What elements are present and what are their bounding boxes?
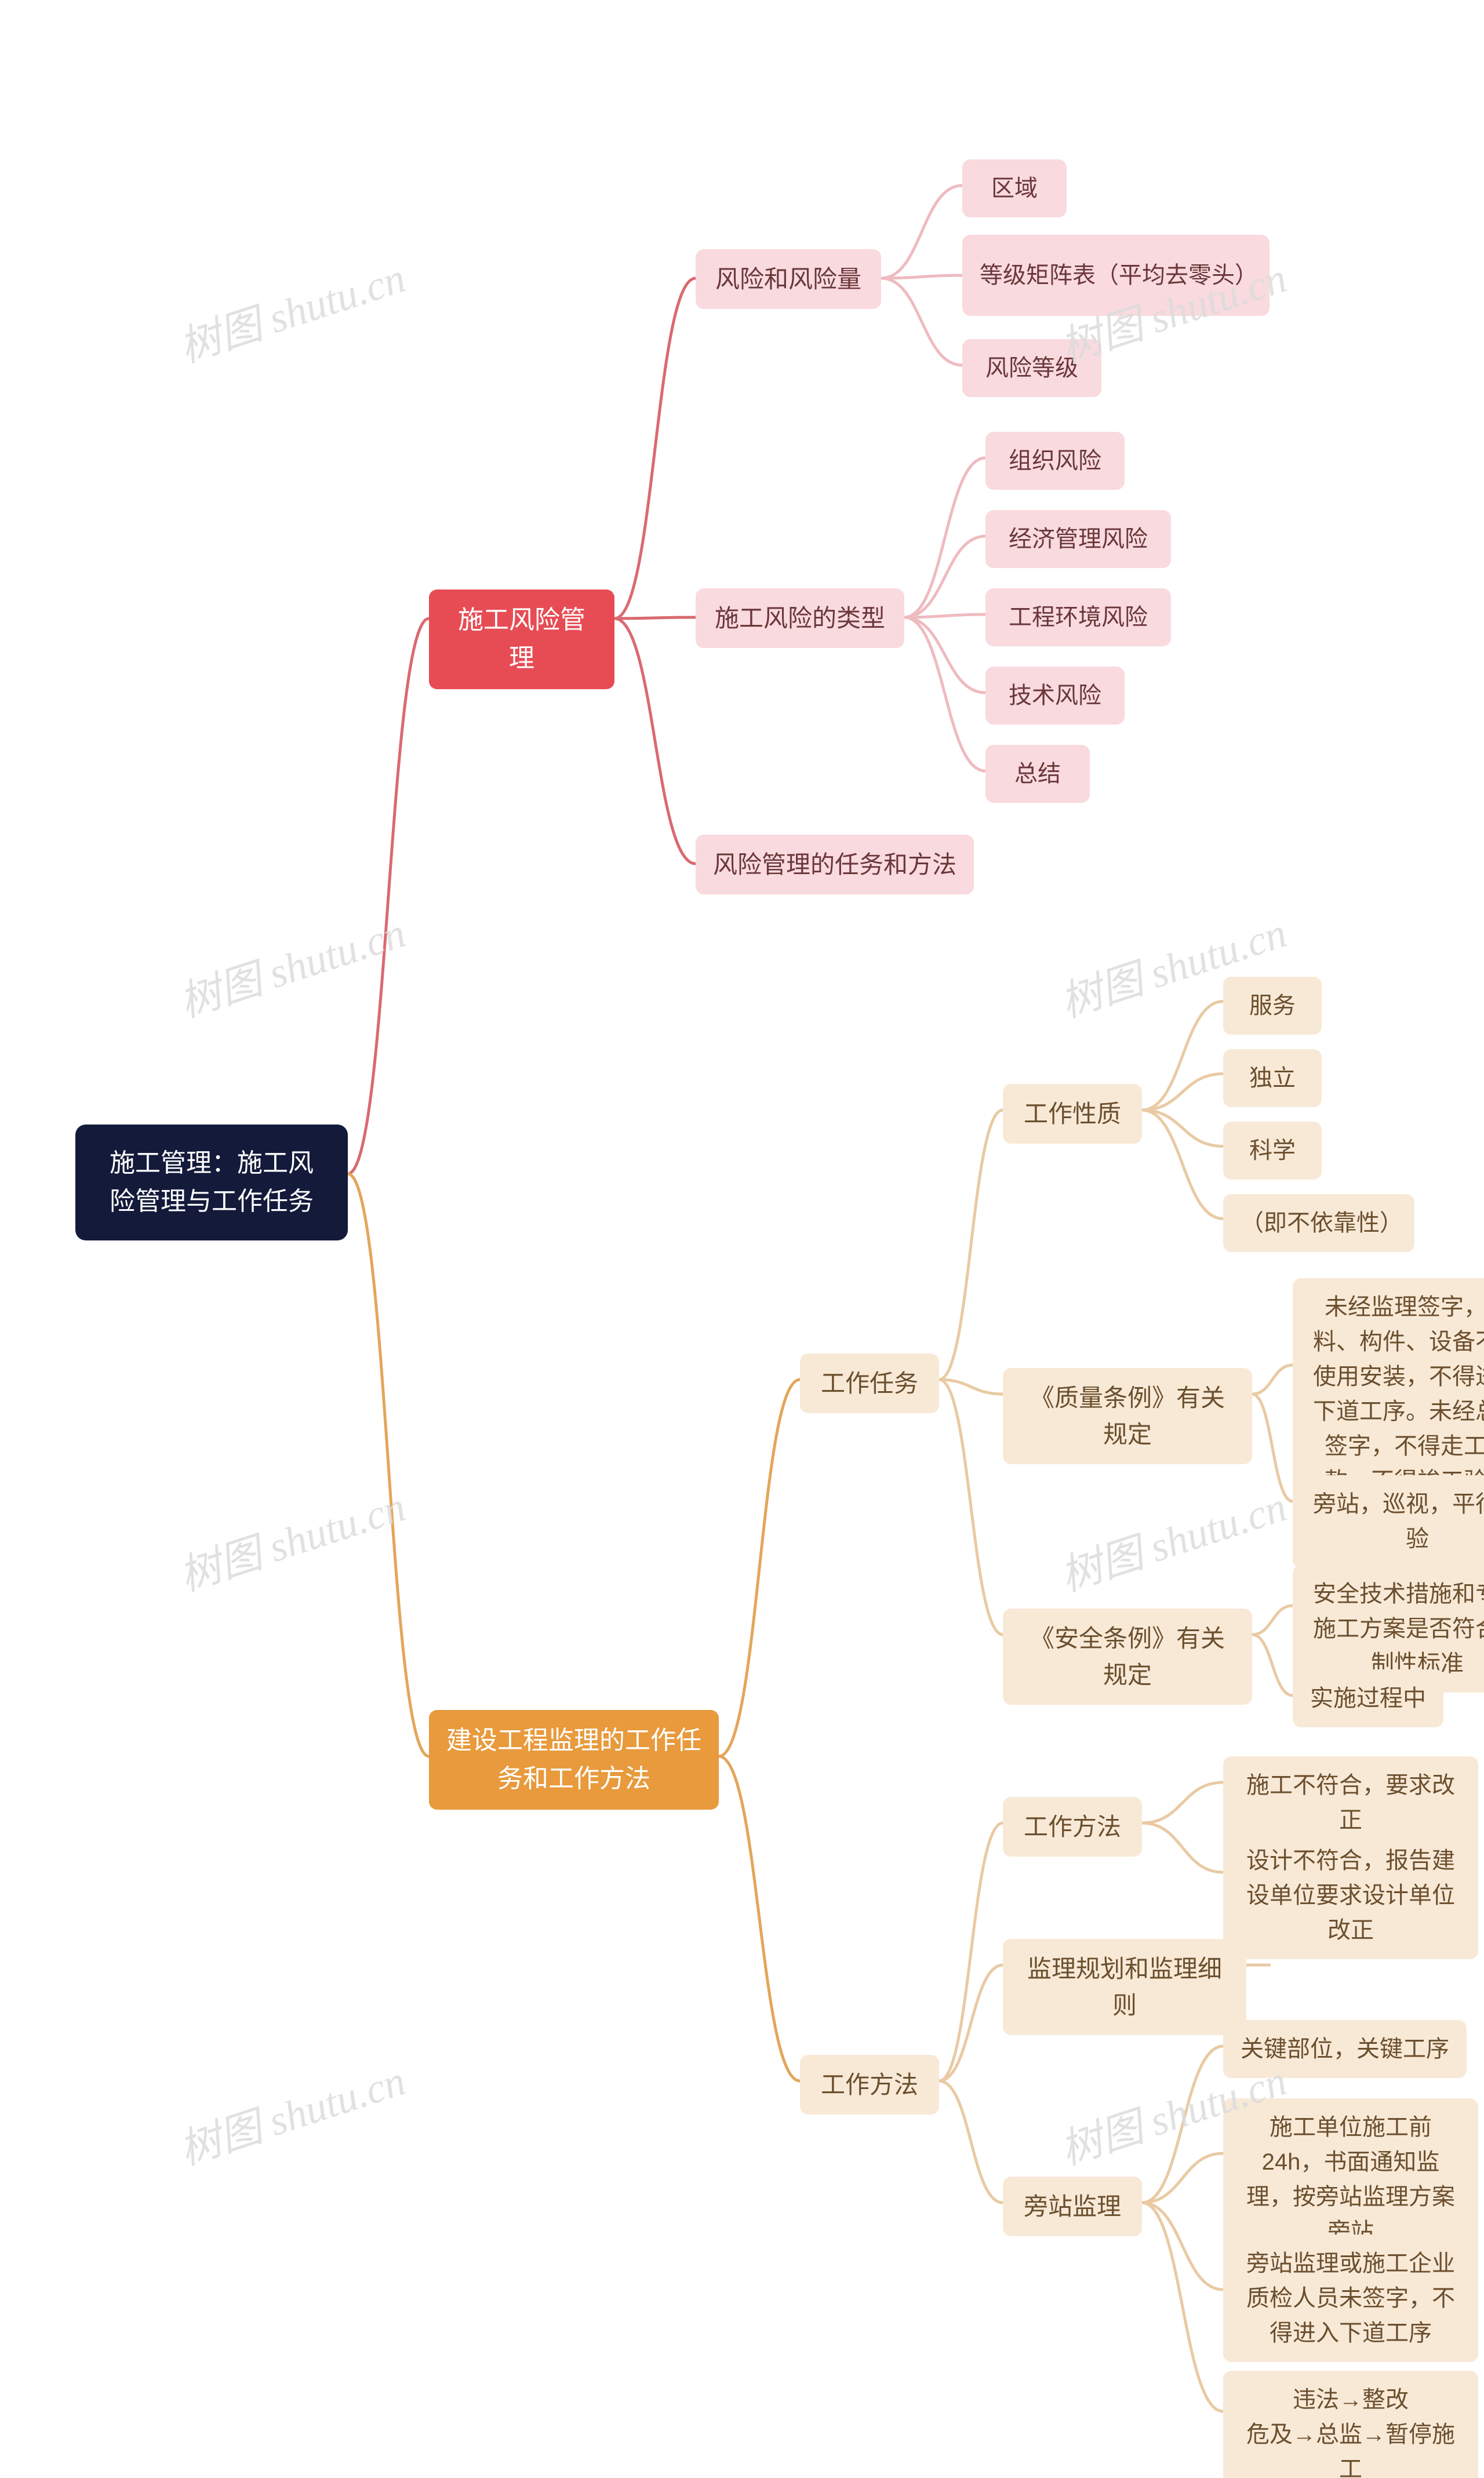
mindmap-node-b2_c1_g0_b[interactable]: 独立 — [1223, 1049, 1322, 1107]
mindmap-node-b2_c1_g0[interactable]: 工作性质 — [1003, 1084, 1142, 1144]
mindmap-node-b2_c2_g2[interactable]: 监理规划和监理细则 — [1003, 1939, 1246, 2035]
watermark: 树图 shutu.cn — [170, 1472, 412, 1603]
connector — [939, 1110, 1003, 1380]
mindmap-node-b2_c1_g2[interactable]: 《安全条例》有关规定 — [1003, 1609, 1252, 1705]
mindmap-node-b1_c1_g3[interactable]: 风险等级 — [962, 339, 1101, 397]
connector — [1142, 1110, 1223, 1219]
mindmap-node-b1_c2_g3[interactable]: 工程环境风险 — [985, 588, 1171, 646]
mindmap-node-b2_c1_g0_d[interactable]: （即不依靠性） — [1223, 1194, 1414, 1252]
connector — [881, 185, 962, 278]
connector — [348, 618, 429, 1174]
mindmap-node-b2_c2_g3_a[interactable]: 关键部位，关键工序 — [1223, 2020, 1467, 2078]
mindmap-node-b2_c1_g0_a[interactable]: 服务 — [1223, 977, 1322, 1035]
connector — [1142, 1782, 1223, 1823]
connector — [1142, 2203, 1223, 2290]
mindmap-node-b2_c2_g1[interactable]: 工作方法 — [1003, 1797, 1142, 1857]
mindmap-node-b1_c1_g1[interactable]: 区域 — [962, 159, 1067, 217]
connector — [1142, 2203, 1223, 2411]
mindmap-node-b2_c2_g3[interactable]: 旁站监理 — [1003, 2177, 1142, 2236]
mindmap-node-b2_c2_g3_d[interactable]: 违法→整改 危及→总监→暂停施工 — [1223, 2371, 1478, 2478]
connector — [719, 1380, 800, 1756]
mindmap-node-b1_c2[interactable]: 施工风险的类型 — [696, 588, 904, 648]
connector — [348, 1174, 429, 1756]
connector — [614, 278, 696, 618]
mindmap-node-b1_c1_g2[interactable]: 等级矩阵表（平均去零头） — [962, 235, 1270, 316]
mindmap-node-b1_c2_g5[interactable]: 总结 — [985, 745, 1090, 803]
connector — [1142, 1074, 1223, 1111]
connector — [939, 2081, 1003, 2203]
mindmap-node-b2_c1_g0_c[interactable]: 科学 — [1223, 1122, 1322, 1180]
connector — [939, 1965, 1003, 2081]
mindmap-node-b2_c2_g1_b[interactable]: 设计不符合，报告建设单位要求设计单位改正 — [1223, 1832, 1478, 1959]
connector — [1252, 1606, 1293, 1635]
connector — [1142, 1823, 1223, 1872]
mindmap-node-b1_c2_g1[interactable]: 组织风险 — [985, 432, 1125, 490]
mindmap-node-b2_c1_g1[interactable]: 《质量条例》有关规定 — [1003, 1368, 1252, 1464]
mindmap-node-root[interactable]: 施工管理：施工风险管理与工作任务 — [75, 1125, 348, 1240]
connector — [939, 1823, 1003, 2081]
connector — [939, 1380, 1003, 1635]
mindmap-node-b1_c1[interactable]: 风险和风险量 — [696, 249, 881, 309]
connector — [1142, 2153, 1223, 2203]
watermark: 树图 shutu.cn — [1052, 1472, 1293, 1603]
mindmap-node-b1_c2_g4[interactable]: 技术风险 — [985, 667, 1125, 725]
mindmap-node-b1_c2_g2[interactable]: 经济管理风险 — [985, 510, 1171, 568]
connector — [614, 617, 696, 618]
connector — [719, 1756, 800, 2081]
mindmap-node-b2_c2[interactable]: 工作方法 — [800, 2055, 939, 2115]
watermark: 树图 shutu.cn — [170, 2046, 412, 2177]
watermark: 树图 shutu.cn — [170, 243, 412, 374]
connector — [1252, 1365, 1293, 1394]
mindmap-node-b2_c1_g2_b[interactable]: 实施过程中 — [1293, 1669, 1443, 1727]
connector — [904, 536, 985, 617]
connector — [904, 614, 985, 617]
connector — [1142, 1110, 1223, 1147]
connector — [881, 278, 962, 365]
connector — [881, 275, 962, 278]
mindmap-node-b1_c3[interactable]: 风险管理的任务和方法 — [696, 835, 974, 894]
mindmap-node-b2_c1_g1_b[interactable]: 旁站，巡视，平行检验 — [1293, 1475, 1484, 1568]
connector — [614, 618, 696, 864]
connector — [1252, 1394, 1293, 1501]
connector — [1142, 2046, 1223, 2203]
connector — [904, 617, 985, 693]
mindmap-node-b1[interactable]: 施工风险管理 — [429, 590, 614, 689]
connector — [904, 617, 985, 771]
connector — [904, 458, 985, 617]
mindmap-node-b2[interactable]: 建设工程监理的工作任务和工作方法 — [429, 1710, 719, 1810]
connector — [1252, 1635, 1293, 1695]
connector — [939, 1380, 1003, 1394]
mindmap-node-b2_c2_g3_c[interactable]: 旁站监理或施工企业质检人员未签字，不得进入下道工序 — [1223, 2235, 1478, 2362]
mindmap-node-b2_c1[interactable]: 工作任务 — [800, 1353, 939, 1413]
connector — [1142, 1002, 1223, 1111]
watermark: 树图 shutu.cn — [170, 898, 412, 1029]
